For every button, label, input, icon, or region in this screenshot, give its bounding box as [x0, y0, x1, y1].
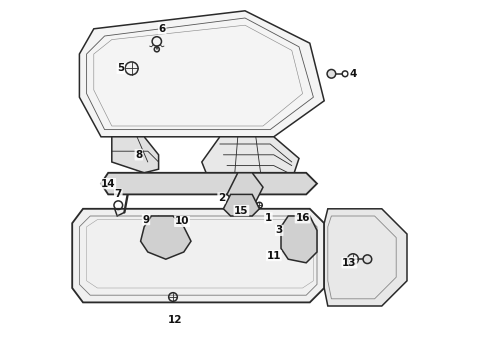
Text: 10: 10: [175, 216, 189, 226]
Polygon shape: [112, 137, 159, 173]
Text: 9: 9: [143, 215, 149, 225]
Text: 4: 4: [349, 69, 357, 79]
Polygon shape: [79, 11, 324, 137]
Polygon shape: [141, 216, 191, 259]
Text: 15: 15: [234, 206, 248, 216]
Text: 16: 16: [295, 213, 310, 223]
Text: 11: 11: [267, 251, 281, 261]
Circle shape: [327, 69, 336, 78]
Text: 1: 1: [265, 213, 272, 223]
Text: 6: 6: [159, 24, 166, 34]
Text: 12: 12: [168, 315, 182, 325]
Polygon shape: [324, 209, 407, 306]
Polygon shape: [281, 216, 317, 263]
Polygon shape: [227, 173, 263, 205]
Polygon shape: [202, 137, 299, 191]
Text: 8: 8: [135, 150, 143, 160]
Circle shape: [363, 255, 372, 264]
Polygon shape: [101, 173, 317, 194]
Text: 3: 3: [275, 225, 283, 235]
Text: 14: 14: [101, 179, 116, 189]
Text: 7: 7: [115, 189, 122, 199]
Text: 13: 13: [342, 258, 357, 268]
Text: 5: 5: [117, 63, 124, 73]
Polygon shape: [72, 209, 324, 302]
Text: 2: 2: [218, 193, 225, 203]
Polygon shape: [223, 194, 259, 216]
